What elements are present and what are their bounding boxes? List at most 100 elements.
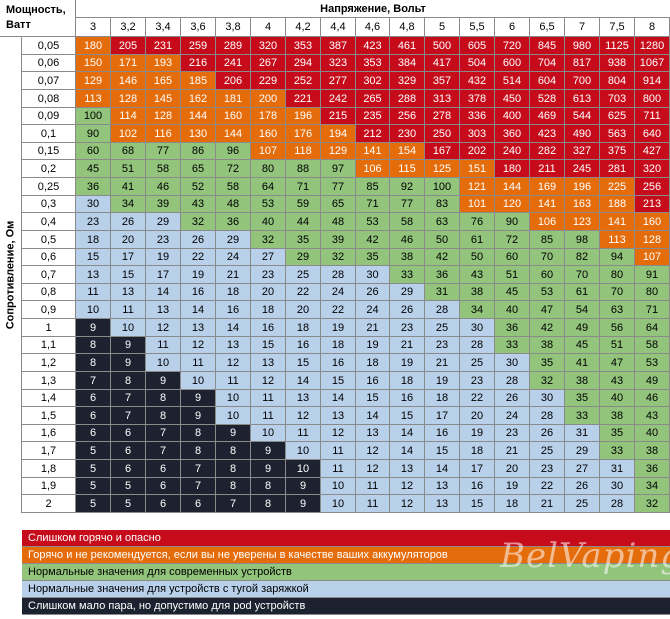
power-cell: 107 bbox=[251, 143, 286, 160]
power-cell: 5 bbox=[76, 495, 111, 513]
power-cell: 25 bbox=[460, 354, 495, 372]
power-cell: 141 bbox=[600, 213, 635, 231]
legend: Слишком горячо и опасно Горячо и не реком… bbox=[22, 530, 670, 615]
power-cell: 9 bbox=[216, 425, 251, 442]
power-cell: 11 bbox=[251, 390, 286, 407]
power-cell: 469 bbox=[530, 108, 565, 125]
power-cell: 49 bbox=[635, 372, 670, 390]
power-cell: 221 bbox=[286, 90, 321, 108]
resistance-label: 0,6 bbox=[22, 249, 76, 266]
power-cell: 711 bbox=[635, 108, 670, 125]
power-cell: 44 bbox=[286, 213, 321, 231]
power-cell: 14 bbox=[321, 390, 356, 407]
power-cell: 10 bbox=[76, 301, 111, 319]
power-cell: 45 bbox=[76, 160, 111, 178]
resistance-label: 0,07 bbox=[22, 72, 76, 90]
power-cell: 76 bbox=[460, 213, 495, 231]
power-cell: 23 bbox=[76, 213, 111, 231]
power-cell: 77 bbox=[390, 196, 425, 213]
power-cell: 13 bbox=[356, 425, 390, 442]
power-cell: 58 bbox=[146, 160, 181, 178]
resistance-label: 1,8 bbox=[22, 460, 76, 478]
power-cell: 96 bbox=[216, 143, 251, 160]
power-cell: 294 bbox=[286, 55, 321, 72]
power-cell: 980 bbox=[565, 37, 600, 55]
power-cell: 21 bbox=[390, 337, 425, 354]
power-cell: 212 bbox=[356, 125, 390, 143]
power-cell: 54 bbox=[565, 301, 600, 319]
voltage-header: 5 bbox=[425, 18, 460, 37]
power-cell: 17 bbox=[425, 407, 460, 425]
power-cell: 65 bbox=[321, 196, 356, 213]
power-cell: 28 bbox=[600, 495, 635, 513]
power-cell: 45 bbox=[495, 284, 530, 301]
power-cell: 700 bbox=[565, 72, 600, 90]
power-cell: 160 bbox=[251, 125, 286, 143]
power-cell: 15 bbox=[321, 372, 356, 390]
power-cell: 14 bbox=[390, 425, 425, 442]
power-cell: 48 bbox=[321, 213, 356, 231]
power-cell: 303 bbox=[460, 125, 495, 143]
power-cell: 145 bbox=[146, 90, 181, 108]
power-cell: 91 bbox=[635, 266, 670, 284]
power-cell: 11 bbox=[216, 372, 251, 390]
power-cell: 27 bbox=[565, 460, 600, 478]
power-cell: 31 bbox=[600, 460, 635, 478]
power-cell: 21 bbox=[425, 354, 460, 372]
power-cell: 14 bbox=[146, 284, 181, 301]
voltage-header: 4 bbox=[251, 18, 286, 37]
power-cell: 46 bbox=[390, 231, 425, 249]
power-cell: 845 bbox=[530, 37, 565, 55]
power-cell: 11 bbox=[356, 478, 390, 495]
power-cell: 12 bbox=[390, 495, 425, 513]
power-cell: 375 bbox=[600, 143, 635, 160]
power-cell: 167 bbox=[425, 143, 460, 160]
resistance-label: 0,5 bbox=[22, 231, 76, 249]
power-cell: 41 bbox=[111, 178, 146, 196]
power-cell: 10 bbox=[216, 390, 251, 407]
power-cell: 12 bbox=[356, 460, 390, 478]
power-cell: 8 bbox=[181, 425, 216, 442]
power-cell: 10 bbox=[216, 407, 251, 425]
power-cell: 90 bbox=[495, 213, 530, 231]
power-cell: 353 bbox=[356, 55, 390, 72]
voltage-title: Напряжение, Вольт bbox=[76, 0, 670, 18]
power-cell: 15 bbox=[356, 390, 390, 407]
power-cell: 129 bbox=[76, 72, 111, 90]
power-cell: 72 bbox=[495, 231, 530, 249]
power-cell: 163 bbox=[565, 196, 600, 213]
power-cell: 213 bbox=[635, 196, 670, 213]
power-cell: 29 bbox=[286, 249, 321, 266]
power-cell: 141 bbox=[356, 143, 390, 160]
power-cell: 33 bbox=[390, 266, 425, 284]
power-cell: 242 bbox=[321, 90, 356, 108]
power-cell: 9 bbox=[111, 337, 146, 354]
power-cell: 24 bbox=[216, 249, 251, 266]
power-cell: 18 bbox=[425, 390, 460, 407]
power-cell: 35 bbox=[600, 425, 635, 442]
power-cell: 9 bbox=[146, 372, 181, 390]
power-cell: 26 bbox=[390, 301, 425, 319]
power-cell: 5 bbox=[76, 478, 111, 495]
power-cell: 30 bbox=[356, 266, 390, 284]
power-cell: 36 bbox=[76, 178, 111, 196]
voltage-header: 3,6 bbox=[181, 18, 216, 37]
power-cell: 600 bbox=[495, 55, 530, 72]
resistance-label: 0,9 bbox=[22, 301, 76, 319]
power-cell: 23 bbox=[460, 372, 495, 390]
power-cell: 30 bbox=[76, 196, 111, 213]
power-cell: 128 bbox=[146, 108, 181, 125]
power-cell: 9 bbox=[286, 478, 321, 495]
power-cell: 51 bbox=[111, 160, 146, 178]
power-cell: 85 bbox=[530, 231, 565, 249]
power-cell: 450 bbox=[495, 90, 530, 108]
power-cell: 146 bbox=[111, 72, 146, 90]
power-cell: 40 bbox=[251, 213, 286, 231]
power-cell: 15 bbox=[251, 337, 286, 354]
power-cell: 24 bbox=[495, 407, 530, 425]
power-cell: 15 bbox=[425, 442, 460, 460]
resistance-label: 1,5 bbox=[22, 407, 76, 425]
power-cell: 53 bbox=[251, 196, 286, 213]
resistance-label: 1,3 bbox=[22, 372, 76, 390]
power-cell: 6 bbox=[146, 460, 181, 478]
